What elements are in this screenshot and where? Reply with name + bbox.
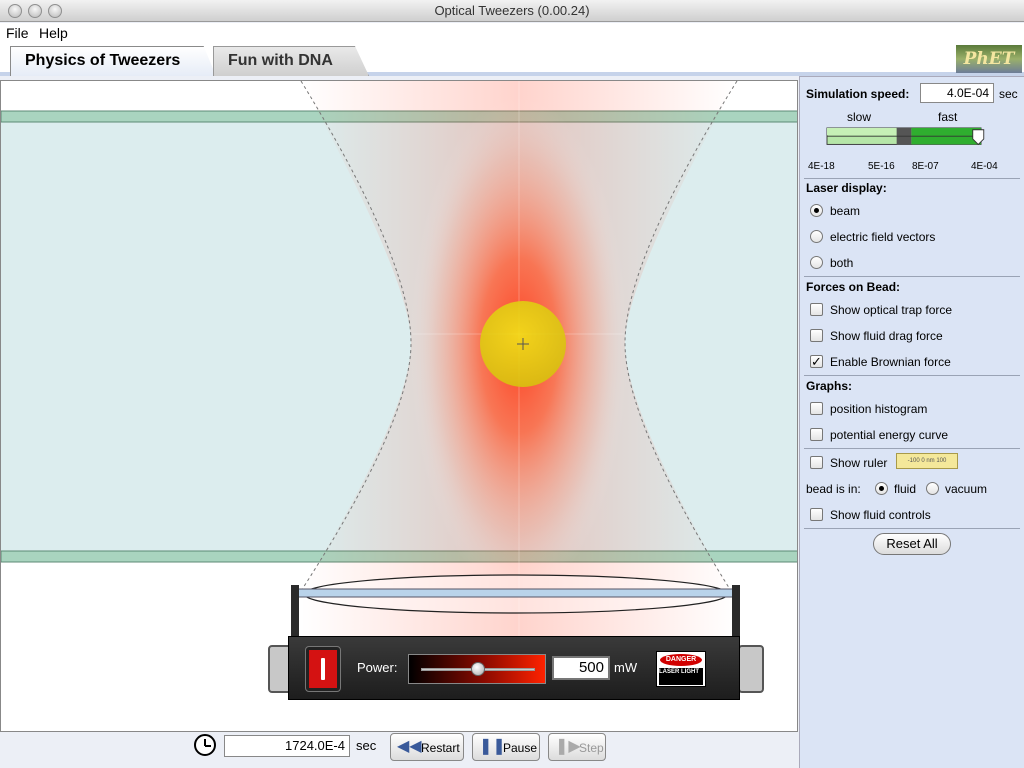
ruler-preview-icon: -100 0 nm 100 [896, 453, 958, 469]
divider [804, 375, 1020, 376]
lens-mount-right [732, 585, 740, 637]
danger-label: DANGER [660, 654, 702, 666]
laser-handle-right[interactable] [738, 645, 764, 693]
menu-bar: File Help [0, 23, 1024, 44]
lens-bar [296, 588, 738, 598]
speed-tick-2: 5E-16 [868, 161, 895, 172]
speed-tick-4: 4E-04 [971, 161, 998, 172]
radio-fluid[interactable] [875, 482, 888, 495]
radio-vacuum[interactable] [926, 482, 939, 495]
simulation-canvas[interactable] [0, 80, 798, 732]
radio-fluid-label[interactable]: fluid [894, 482, 917, 496]
speed-fast-label: fast [938, 110, 958, 124]
menu-file[interactable]: File [6, 25, 29, 41]
time-display: 1724.0E-4 [224, 735, 350, 757]
checkbox-brownian-force[interactable]: ✓ [810, 354, 823, 369]
simulation-scene [1, 81, 797, 641]
time-unit: sec [356, 738, 377, 753]
potential-energy-curve-label[interactable]: potential energy curve [830, 428, 949, 442]
minimize-window-button[interactable] [28, 4, 42, 18]
window-title: Optical Tweezers (0.00.24) [434, 3, 590, 18]
menu-help[interactable]: Help [39, 25, 68, 41]
brownian-force-label[interactable]: Enable Brownian force [830, 355, 951, 369]
simulation-speed-input[interactable]: 4.0E-04 [920, 83, 994, 103]
laser-light-label: LASER LIGHT [659, 668, 703, 685]
checkbox-position-histogram[interactable] [810, 402, 823, 415]
forces-title: Forces on Bead: [806, 280, 901, 294]
speed-slow-label: slow [847, 110, 872, 124]
pause-label: Pause [503, 741, 538, 755]
fluid-controls-label[interactable]: Show fluid controls [830, 508, 931, 522]
pause-icon: ❚❚ [479, 738, 506, 755]
lens-mount-left [291, 585, 299, 637]
checkbox-potential-energy-curve[interactable] [810, 428, 823, 441]
speed-tick-1: 4E-18 [808, 161, 835, 172]
speed-tick-3: 8E-07 [912, 161, 939, 172]
divider [804, 448, 1020, 449]
position-histogram-label[interactable]: position histogram [830, 402, 928, 416]
control-panel: Simulation speed: 4.0E-04 sec slow fast … [799, 76, 1024, 768]
power-unit: mW [614, 660, 638, 675]
divider [804, 276, 1020, 277]
step-label: Step [579, 741, 604, 755]
checkbox-optical-trap-force[interactable] [810, 303, 823, 316]
power-slider[interactable] [408, 654, 546, 684]
medium-label: bead is in: [806, 482, 861, 496]
pause-button[interactable]: ❚❚ Pause [472, 733, 540, 761]
reset-all-button[interactable]: Reset All [873, 533, 951, 555]
tab-bar: Physics of Tweezers Fun with DNA [0, 44, 1024, 76]
restart-label: Restart [421, 741, 460, 755]
rewind-icon: ◀◀ [397, 738, 422, 755]
simulation-speed-slider[interactable] [820, 127, 988, 149]
beam-edge-left [300, 81, 412, 592]
zoom-window-button[interactable] [48, 4, 62, 18]
power-icon [321, 658, 325, 680]
radio-beam[interactable] [810, 204, 823, 217]
step-icon: ❚▶ [555, 738, 581, 755]
phet-logo: PhET [956, 45, 1022, 73]
divider [804, 528, 1020, 529]
clock-icon [194, 734, 216, 756]
window-titlebar: Optical Tweezers (0.00.24) [0, 0, 1024, 22]
beam-edge-right [624, 81, 738, 592]
radio-electric-field-vectors-label[interactable]: electric field vectors [830, 230, 936, 244]
tab-physics-of-tweezers[interactable]: Physics of Tweezers [10, 46, 216, 76]
checkbox-fluid-controls[interactable] [810, 508, 823, 521]
laser-on-off-button[interactable] [305, 646, 341, 692]
power-input[interactable]: 500 [552, 656, 610, 680]
radio-vacuum-label[interactable]: vacuum [945, 482, 988, 496]
checkbox-fluid-drag-force[interactable] [810, 329, 823, 342]
checkbox-show-ruler[interactable] [810, 456, 823, 469]
divider [804, 178, 1020, 179]
speed-slider-thumb [972, 129, 985, 146]
radio-both[interactable] [810, 256, 823, 269]
simulation-speed-unit: sec [999, 87, 1018, 101]
radio-both-label[interactable]: both [830, 256, 854, 270]
step-button[interactable]: ❚▶ Step [548, 733, 606, 761]
power-label: Power: [357, 660, 398, 675]
power-slider-thumb[interactable] [471, 662, 485, 676]
radio-beam-label[interactable]: beam [830, 204, 861, 218]
close-window-button[interactable] [8, 4, 22, 18]
simulation-speed-label: Simulation speed: [806, 87, 910, 101]
restart-button[interactable]: ◀◀ Restart [390, 733, 464, 761]
fluid-drag-force-label[interactable]: Show fluid drag force [830, 329, 943, 343]
show-ruler-label[interactable]: Show ruler [830, 456, 888, 470]
laser-display-title: Laser display: [806, 181, 887, 195]
radio-electric-field-vectors[interactable] [810, 230, 823, 243]
optical-trap-force-label[interactable]: Show optical trap force [830, 303, 953, 317]
graphs-title: Graphs: [806, 379, 853, 393]
danger-sign: DANGER LASER LIGHT [656, 651, 706, 687]
tab-fun-with-dna[interactable]: Fun with DNA [213, 46, 369, 76]
